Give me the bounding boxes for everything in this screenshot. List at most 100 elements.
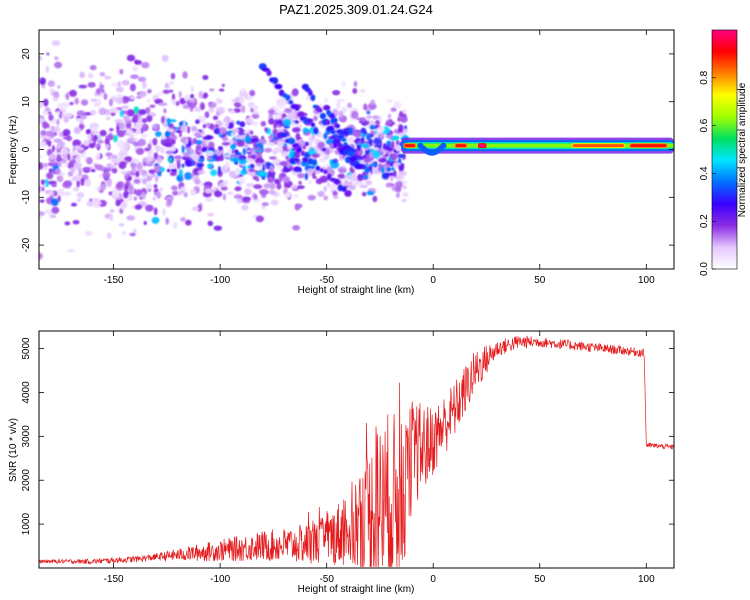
speckle-blob (67, 171, 74, 177)
streak-blob (294, 105, 300, 111)
speckle-blob (323, 97, 328, 104)
speckle-blob (122, 145, 129, 151)
speckle-blob (398, 164, 405, 171)
streak-blob (346, 147, 353, 153)
streak-blob (325, 120, 331, 125)
speckle-blob (153, 207, 158, 216)
speckle-blob (154, 174, 159, 183)
colorbar-ticks: 0.0 0.2 0.4 0.6 0.8 (699, 70, 716, 276)
speckle-blob (135, 162, 143, 171)
speckle-blob (72, 219, 80, 225)
colorbar-label: Normalized spectral amplitude (737, 82, 748, 217)
speckle-blob (163, 108, 167, 114)
speckle-blob (46, 172, 54, 180)
speckle-blob (69, 167, 76, 173)
speckle-blob (143, 220, 147, 226)
speckle-blob (129, 95, 135, 100)
speckle-blob (70, 202, 77, 207)
speckle-blob (51, 206, 60, 214)
speckle-blob (47, 191, 55, 196)
speckle-blob (209, 123, 216, 130)
speckle-blob (252, 110, 260, 115)
speckle-blob (296, 185, 305, 190)
speckle-blob (190, 188, 197, 196)
speckle-blob (378, 131, 385, 140)
speckle-blob (245, 183, 255, 188)
speckle-blob (126, 215, 136, 221)
speckle-blob (351, 180, 358, 186)
speckle-blob (156, 155, 163, 164)
speckle-blob (99, 129, 107, 137)
speckle-blob (212, 115, 219, 121)
speckle-blob (41, 186, 45, 192)
speckle-blob (141, 123, 149, 131)
streak-blob (330, 129, 336, 135)
speckle-blob (121, 110, 128, 115)
speckle-blob (149, 104, 156, 109)
speckle-blob (129, 74, 139, 80)
speckle-blob (208, 141, 215, 149)
speckle-blob (371, 115, 381, 120)
speckle-blob (134, 67, 139, 71)
speckle-blob (76, 179, 81, 188)
speckle-blob (342, 181, 351, 187)
streak-blob (315, 165, 321, 171)
speckle-blob (110, 165, 117, 169)
speckle-blob (63, 191, 71, 196)
speckle-blob (237, 135, 246, 140)
speckle-blob (115, 183, 123, 189)
speckle-blob (239, 121, 246, 128)
speckle-blob (153, 184, 158, 189)
speckle-blob (176, 174, 184, 182)
speckle-blob (133, 106, 140, 114)
speckle-blob (398, 170, 407, 177)
speckle-blob (298, 181, 302, 185)
speckle-blob (359, 184, 368, 188)
speckle-blob (263, 183, 271, 189)
speckle-blob (39, 134, 46, 139)
speckle-blob (146, 99, 151, 103)
speckle-blob (362, 143, 369, 149)
spectrogram-band (401, 137, 674, 156)
speckle-blob (109, 127, 114, 132)
speckle-blob (231, 154, 239, 158)
streak-blob (323, 104, 331, 111)
speckle-blob (245, 157, 254, 164)
speckle-blob (51, 214, 57, 218)
speckle-blob (46, 52, 50, 56)
streak-blob (266, 69, 272, 77)
speckle-blob (184, 159, 193, 167)
streak-blob (303, 152, 310, 158)
y-tick-label: 20 (21, 48, 32, 60)
speckle-blob (394, 185, 402, 193)
speckle-blob (115, 201, 121, 207)
speckle-blob (58, 131, 64, 138)
streak-blob (330, 117, 338, 124)
x-tick-label: 0 (430, 574, 436, 585)
speckle-blob (212, 186, 219, 190)
speckle-blob (257, 171, 265, 177)
speckle-blob (145, 162, 154, 167)
speckle-blob (76, 110, 86, 117)
speckle-blob (402, 128, 408, 134)
speckle-blob (105, 152, 113, 157)
speckle-blob (94, 98, 102, 106)
speckle-blob (62, 129, 71, 137)
speckle-blob (241, 87, 246, 94)
speckle-blob (194, 174, 199, 180)
speckle-blob (333, 195, 339, 199)
speckle-blob (127, 191, 135, 195)
speckle-blob (228, 170, 237, 178)
speckle-blob (165, 150, 174, 155)
speckle-blob (375, 119, 381, 126)
speckle-blob (160, 116, 166, 124)
speckle-blob (178, 91, 182, 98)
speckle-blob (323, 186, 327, 192)
streak-blob (311, 159, 317, 166)
speckle-blob (242, 164, 247, 173)
streak-blob (280, 132, 288, 138)
speckle-blob (244, 96, 253, 101)
speckle-blob (387, 113, 392, 119)
speckle-blob (350, 110, 359, 119)
speckle-blob (361, 117, 366, 124)
